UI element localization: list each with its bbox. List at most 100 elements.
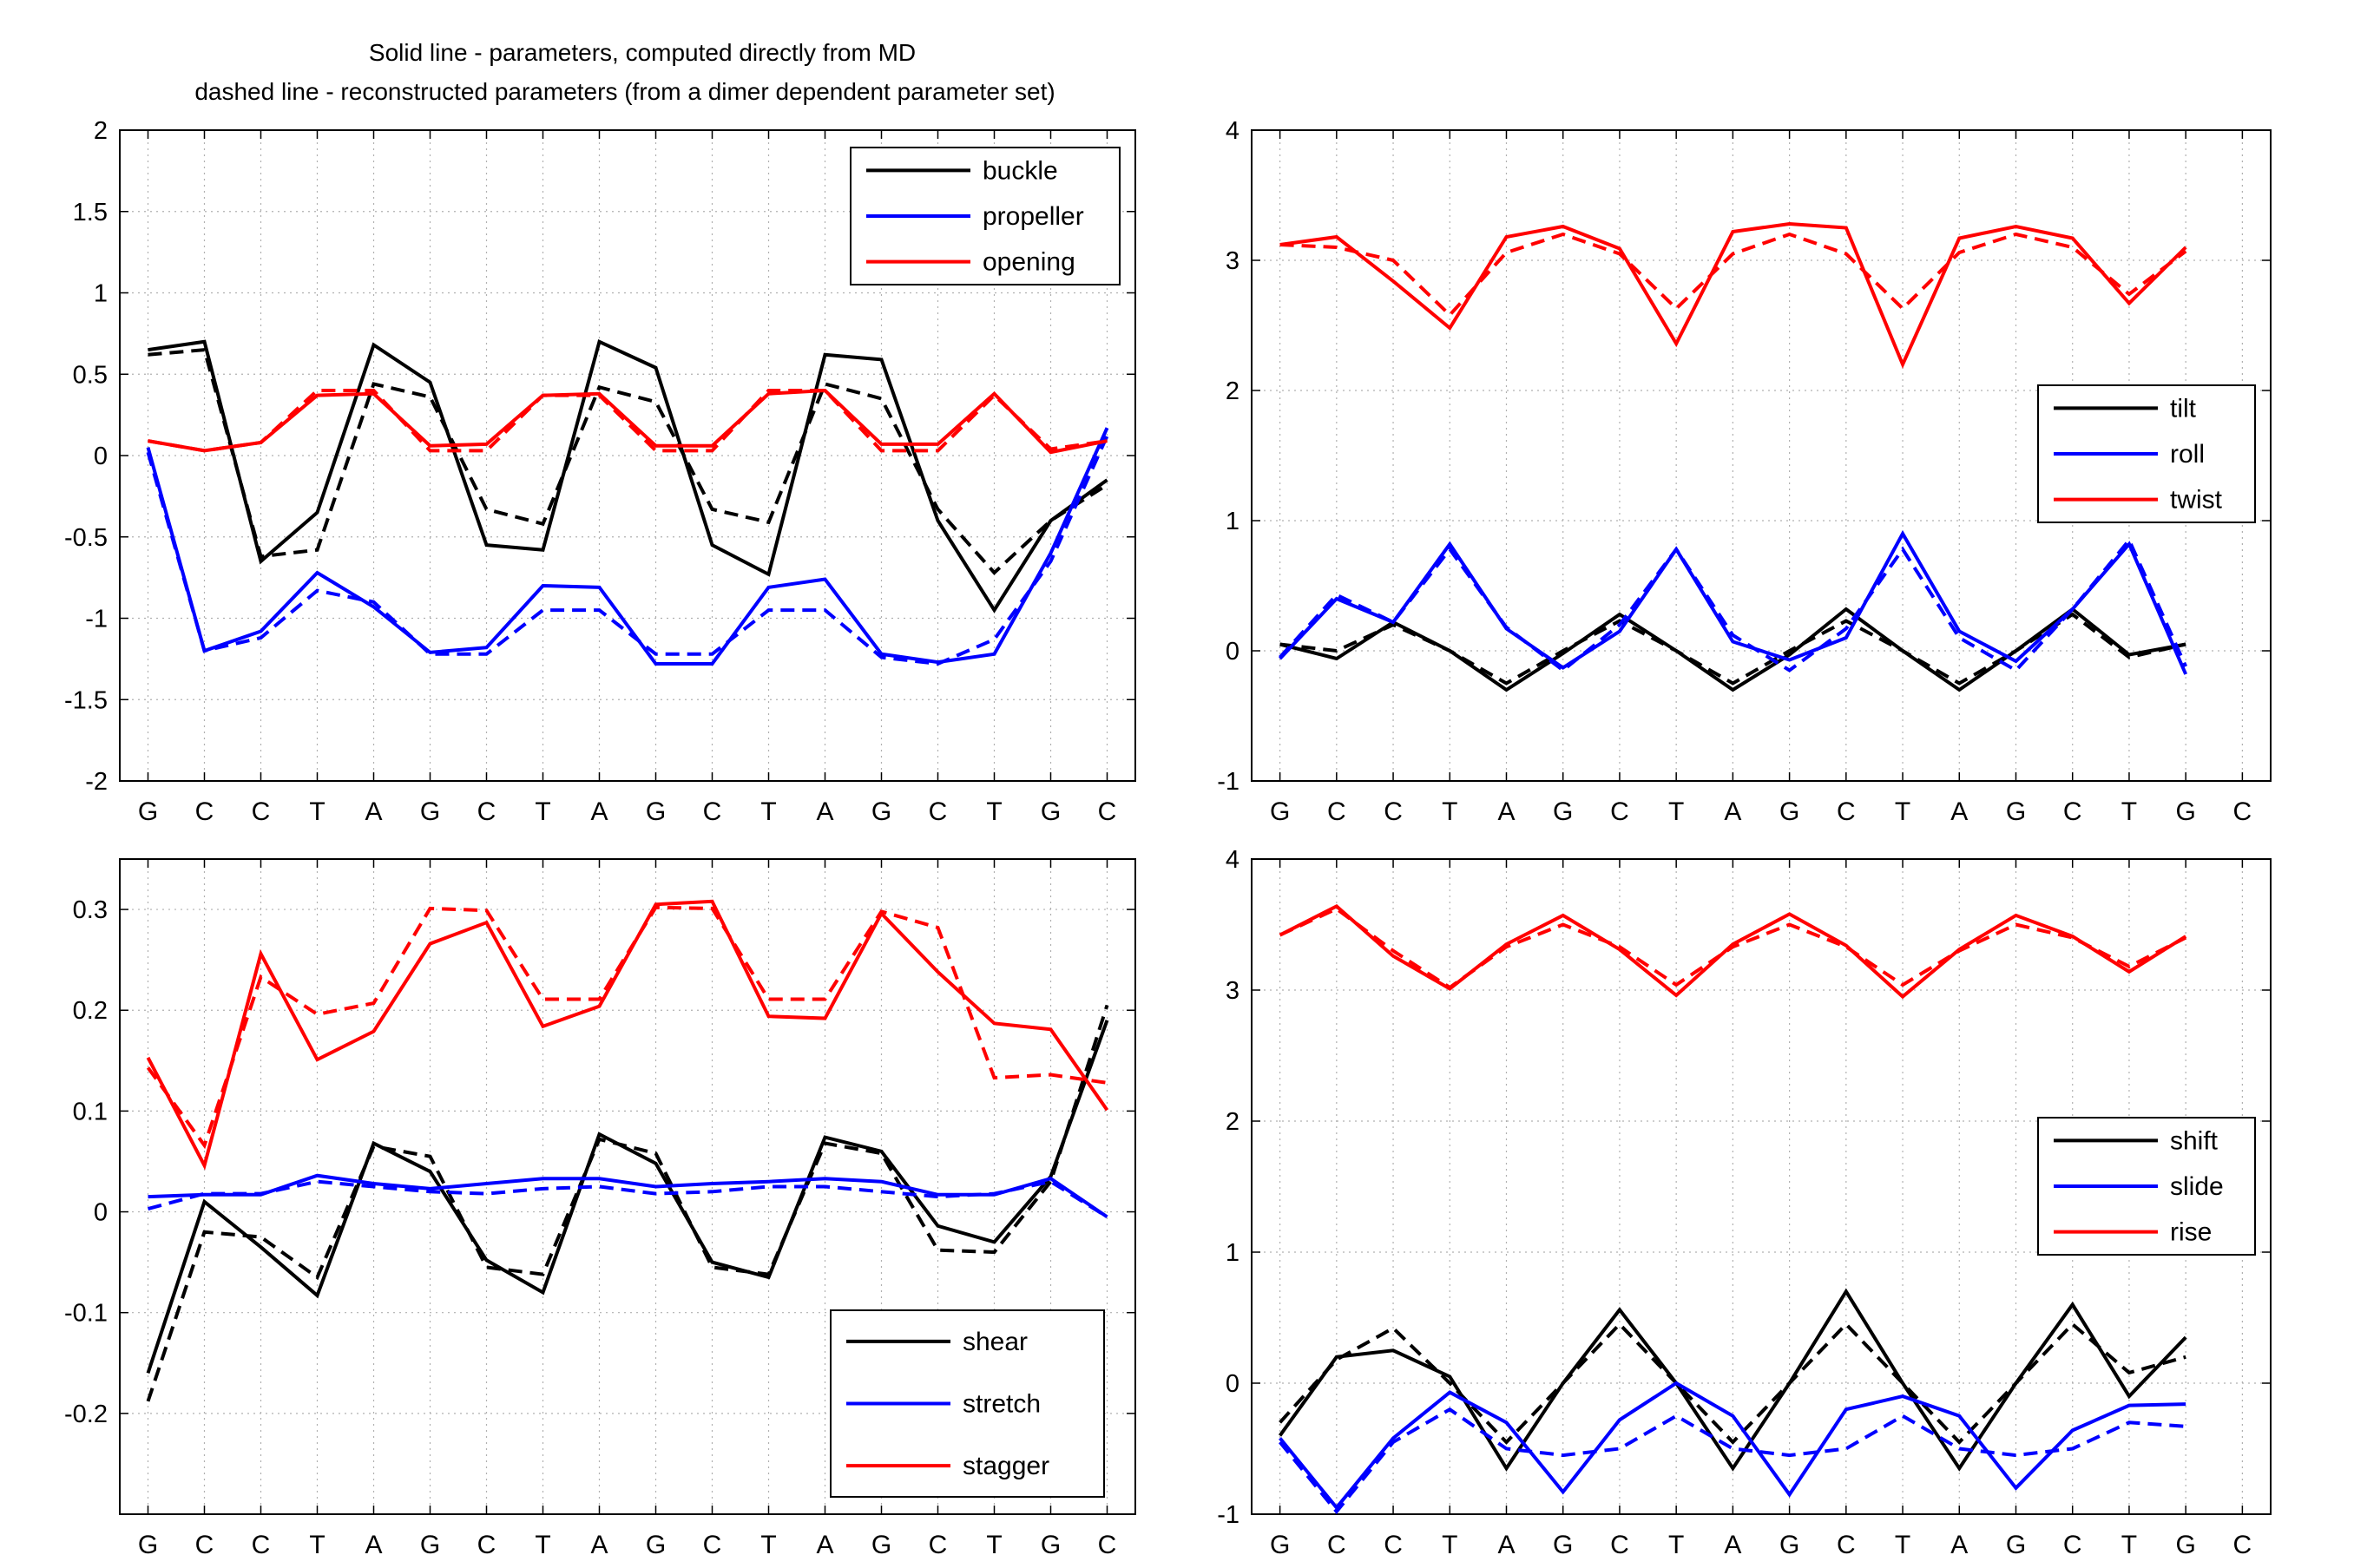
y-tick-label: -0.5 xyxy=(64,524,108,552)
x-tick-label: C xyxy=(1098,1531,1117,1559)
legend: shear stretch stagger xyxy=(830,1309,1105,1498)
x-tick-label: G xyxy=(420,797,440,826)
y-tick-label: 1 xyxy=(1226,508,1239,535)
y-tick-label: 0.5 xyxy=(73,361,108,389)
series-line-shift-dashed xyxy=(1279,1322,2186,1445)
x-tick-label: A xyxy=(590,1531,608,1559)
figure-title-line-1: Solid line - parameters, computed direct… xyxy=(369,39,916,66)
x-tick-label: G xyxy=(1270,797,1290,826)
y-tick-label: 0 xyxy=(1226,1370,1239,1398)
y-tick-label: 4 xyxy=(1226,117,1239,145)
axes-frame xyxy=(119,858,1136,1515)
x-tick-label: T xyxy=(760,1531,776,1559)
x-tick-label: A xyxy=(1497,797,1515,826)
x-tick-label: C xyxy=(929,1531,948,1559)
x-tick-label: G xyxy=(871,1531,891,1559)
y-tick-label: -0.2 xyxy=(64,1401,108,1428)
series-line-shear-dashed xyxy=(146,1004,1109,1402)
x-tick-label: A xyxy=(590,797,608,826)
chart-panel-step-angular: G C C T A G C T A G C T A G C T G C -1 0 1 2 3 4 tilt roll twist xyxy=(1217,117,2272,826)
x-tick-label: A xyxy=(1724,797,1741,826)
x-tick-label: C xyxy=(1610,1531,1629,1559)
y-tick-label: -1 xyxy=(85,606,108,633)
figure-title-line-2: dashed line - reconstructed parameters (… xyxy=(194,78,1055,105)
x-tick-label: C xyxy=(1384,797,1403,826)
y-tick-label: 0.2 xyxy=(73,997,108,1025)
y-tick-label: -1 xyxy=(1217,1501,1239,1529)
series-line-rise-solid xyxy=(1279,903,2187,1000)
x-tick-label: C xyxy=(703,1531,722,1559)
x-tick-label: A xyxy=(1497,1531,1515,1559)
x-tick-label: G xyxy=(1553,797,1573,826)
series-line-twist-solid xyxy=(1279,221,2187,370)
y-tick-label: 2 xyxy=(1226,1108,1239,1136)
series-line-opening-dashed xyxy=(148,389,1108,453)
x-tick-label: C xyxy=(195,797,214,826)
y-tick-label: 2 xyxy=(1226,377,1239,405)
x-tick-label: C xyxy=(2233,1531,2252,1559)
x-tick-label: C xyxy=(1837,1531,1856,1559)
x-tick-label: C xyxy=(252,1531,271,1559)
x-tick-label: G xyxy=(1041,797,1061,826)
x-tick-label: C xyxy=(1384,1531,1403,1559)
chart-panel-step-translational: G C C T A G C T A G C T A G C T G C -1 0 1 2 3 4 shift slide rise xyxy=(1217,846,2272,1559)
x-tick-label: A xyxy=(816,1531,833,1559)
y-tick-label: 0.1 xyxy=(73,1098,108,1125)
series-line-buckle-solid xyxy=(148,338,1108,613)
legend-label-stagger: stagger xyxy=(963,1452,1049,1480)
x-tick-label: A xyxy=(365,797,382,826)
series-line-roll-solid xyxy=(1279,529,2188,675)
y-tick-label: 1.5 xyxy=(73,199,108,226)
y-tick-label: 3 xyxy=(1226,977,1239,1005)
series-line-stagger-solid xyxy=(146,899,1109,1171)
x-tick-label: C xyxy=(195,1531,214,1559)
x-tick-label: A xyxy=(816,797,833,826)
x-tick-label: T xyxy=(1442,1531,1457,1559)
x-tick-label: C xyxy=(477,797,496,826)
y-tick-label: 4 xyxy=(1226,846,1239,874)
x-tick-label: G xyxy=(2175,1531,2195,1559)
series-line-shift-solid xyxy=(1278,1288,2187,1472)
x-tick-label: T xyxy=(986,1531,1002,1559)
y-tick-label: 1 xyxy=(1226,1239,1239,1267)
y-tick-label: -1 xyxy=(1217,768,1239,796)
legend-label-opening: opening xyxy=(983,248,1075,277)
axes-frame xyxy=(1251,129,2272,782)
x-tick-label: C xyxy=(2063,1531,2082,1559)
y-tick-label: -2 xyxy=(85,768,108,796)
x-tick-label: G xyxy=(1041,1531,1061,1559)
y-tick-label: -0.1 xyxy=(64,1300,108,1328)
y-tick-label: 0.3 xyxy=(73,896,108,924)
x-tick-label: T xyxy=(1442,797,1457,826)
series-line-rise-dashed xyxy=(1279,907,2187,990)
x-tick-label: G xyxy=(2175,797,2195,826)
x-tick-label: A xyxy=(1724,1531,1741,1559)
x-tick-label: G xyxy=(2006,797,2026,826)
x-tick-label: T xyxy=(1668,797,1684,826)
y-tick-label: 1 xyxy=(94,280,108,308)
series-line-stretch-dashed xyxy=(147,1179,1108,1219)
x-tick-label: C xyxy=(252,797,271,826)
x-tick-label: G xyxy=(1779,1531,1799,1559)
series-line-twist-dashed xyxy=(1279,232,2187,318)
legend: buckle propeller opening xyxy=(850,147,1121,285)
x-tick-label: C xyxy=(703,797,722,826)
axes-frame xyxy=(119,129,1136,782)
x-tick-label: G xyxy=(1553,1531,1573,1559)
legend-label-slide: slide xyxy=(2170,1172,2224,1201)
x-tick-label: C xyxy=(1327,1531,1346,1559)
legend-label-roll: roll xyxy=(2170,440,2205,469)
y-tick-label: 3 xyxy=(1226,247,1239,275)
x-tick-label: G xyxy=(2006,1531,2026,1559)
legend-label-twist: twist xyxy=(2170,486,2223,515)
legend: tilt roll twist xyxy=(2037,384,2256,523)
x-tick-label: G xyxy=(138,1531,158,1559)
series-line-propeller-dashed xyxy=(146,435,1109,666)
x-tick-label: A xyxy=(1950,797,1968,826)
x-tick-label: T xyxy=(1895,1531,1910,1559)
series-line-buckle-dashed xyxy=(148,347,1108,575)
legend-label-shear: shear xyxy=(963,1328,1028,1356)
x-tick-label: T xyxy=(2121,797,2137,826)
legend-label-propeller: propeller xyxy=(983,202,1084,231)
x-tick-label: T xyxy=(760,797,776,826)
